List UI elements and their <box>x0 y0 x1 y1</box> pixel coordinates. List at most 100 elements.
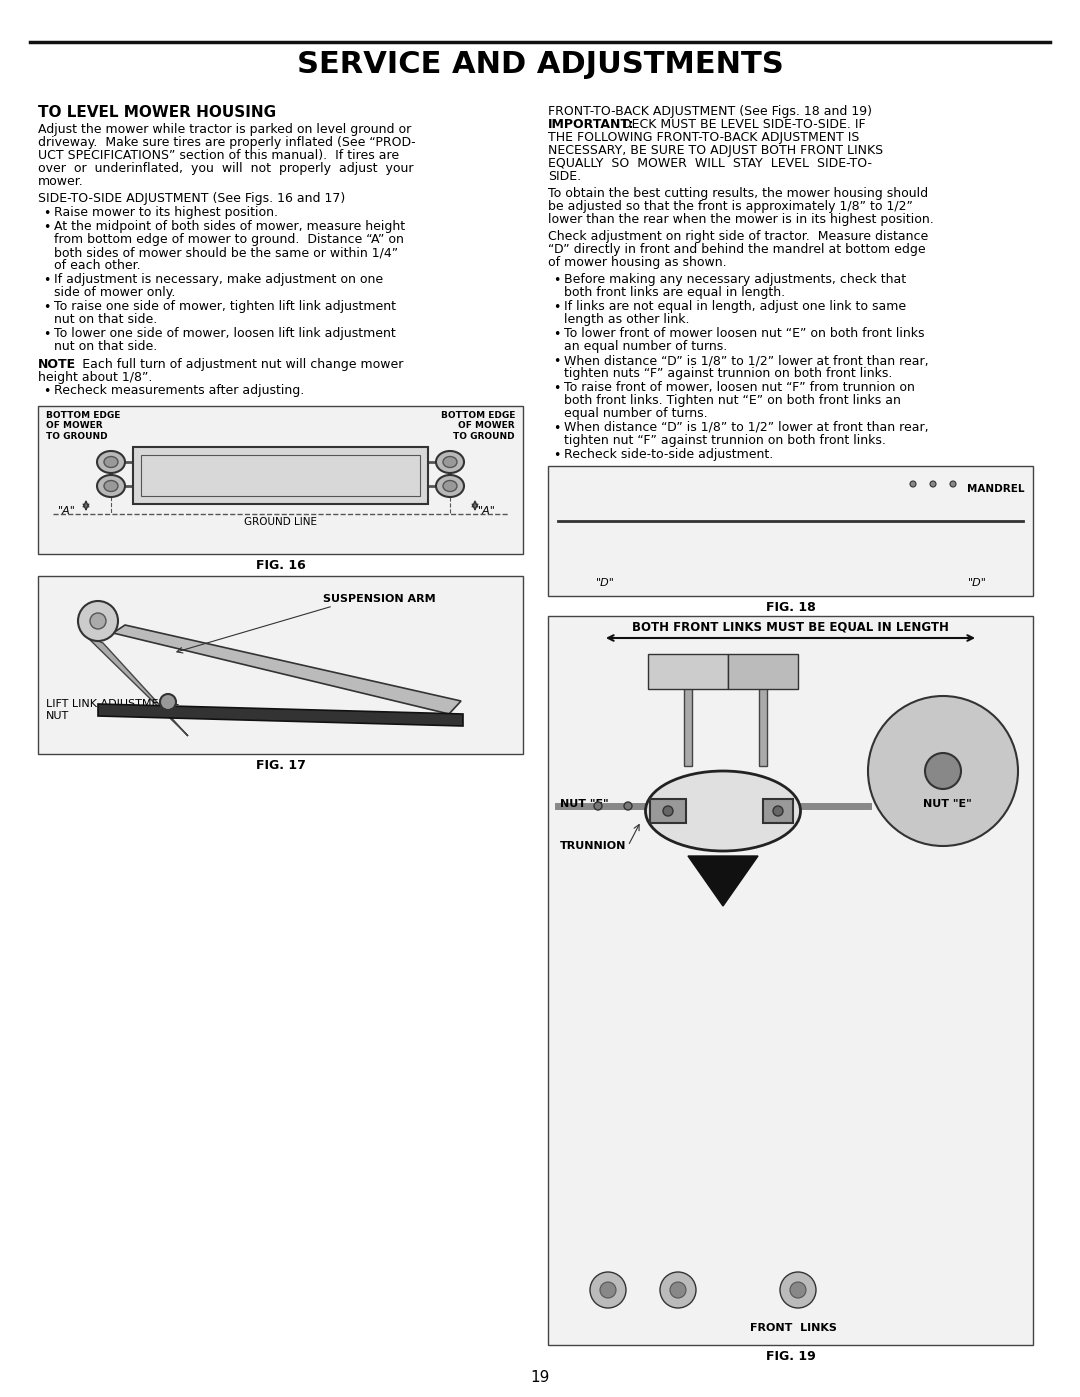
Text: When distance “D” is 1/8” to 1/2” lower at front than rear,: When distance “D” is 1/8” to 1/2” lower … <box>564 353 929 367</box>
Circle shape <box>590 1273 626 1308</box>
Text: To raise one side of mower, tighten lift link adjustment: To raise one side of mower, tighten lift… <box>54 300 396 313</box>
Text: an equal number of turns.: an equal number of turns. <box>564 339 727 353</box>
Ellipse shape <box>104 481 118 492</box>
Bar <box>548 467 1032 597</box>
Text: both sides of mower should be the same or within 1/4”: both sides of mower should be the same o… <box>54 246 399 258</box>
Text: height about 1/8”.: height about 1/8”. <box>38 372 152 384</box>
Text: Recheck measurements after adjusting.: Recheck measurements after adjusting. <box>54 384 305 397</box>
Text: Raise mower to its highest position.: Raise mower to its highest position. <box>54 205 278 219</box>
Bar <box>650 799 686 823</box>
Circle shape <box>663 806 673 816</box>
Text: If adjustment is necessary, make adjustment on one: If adjustment is necessary, make adjustm… <box>54 272 383 286</box>
Text: over  or  underinflated,  you  will  not  properly  adjust  your: over or underinflated, you will not prop… <box>38 162 414 175</box>
Text: GROUND LINE: GROUND LINE <box>244 517 318 527</box>
Circle shape <box>660 1273 696 1308</box>
Text: length as other link.: length as other link. <box>564 313 689 326</box>
Circle shape <box>789 1282 806 1298</box>
Text: "D": "D" <box>596 578 615 588</box>
Circle shape <box>90 613 106 629</box>
Text: "A": "A" <box>478 506 496 515</box>
Text: FRONT-TO-BACK ADJUSTMENT (See Figs. 18 and 19): FRONT-TO-BACK ADJUSTMENT (See Figs. 18 a… <box>548 105 872 117</box>
Text: lower than the rear when the mower is in its highest position.: lower than the rear when the mower is in… <box>548 212 934 226</box>
Text: FIG. 18: FIG. 18 <box>766 601 815 615</box>
Text: driveway.  Make sure tires are properly inflated (See “PROD-: driveway. Make sure tires are properly i… <box>38 136 416 149</box>
Text: FIG. 17: FIG. 17 <box>256 759 306 773</box>
Text: To lower front of mower loosen nut “E” on both front links: To lower front of mower loosen nut “E” o… <box>564 327 924 339</box>
Text: When distance “D” is 1/8” to 1/2” lower at front than rear,: When distance “D” is 1/8” to 1/2” lower … <box>564 420 929 434</box>
Text: NECESSARY, BE SURE TO ADJUST BOTH FRONT LINKS: NECESSARY, BE SURE TO ADJUST BOTH FRONT … <box>548 144 883 156</box>
Text: LIFT LINK ADJUSTMENT–: LIFT LINK ADJUSTMENT– <box>46 698 179 710</box>
Text: FIG. 16: FIG. 16 <box>256 559 306 571</box>
Text: To obtain the best cutting results, the mower housing should: To obtain the best cutting results, the … <box>548 187 928 200</box>
Ellipse shape <box>436 451 464 474</box>
Text: DECK MUST BE LEVEL SIDE-TO-SIDE. IF: DECK MUST BE LEVEL SIDE-TO-SIDE. IF <box>615 117 866 131</box>
Text: TO LEVEL MOWER HOUSING: TO LEVEL MOWER HOUSING <box>38 105 276 120</box>
Circle shape <box>78 601 118 641</box>
Text: •: • <box>43 328 51 341</box>
Text: •: • <box>43 386 51 398</box>
Text: mower.: mower. <box>38 175 84 189</box>
Text: equal number of turns.: equal number of turns. <box>564 407 707 420</box>
Circle shape <box>773 806 783 816</box>
Text: •: • <box>43 274 51 286</box>
Text: SERVICE AND ADJUSTMENTS: SERVICE AND ADJUSTMENTS <box>297 50 783 80</box>
Text: At the midpoint of both sides of mower, measure height: At the midpoint of both sides of mower, … <box>54 219 405 233</box>
Text: SUSPENSION ARM: SUSPENSION ARM <box>323 594 435 604</box>
Text: Recheck side-to-side adjustment.: Recheck side-to-side adjustment. <box>564 448 773 461</box>
Text: THE FOLLOWING FRONT-TO-BACK ADJUSTMENT IS: THE FOLLOWING FRONT-TO-BACK ADJUSTMENT I… <box>548 131 860 144</box>
Bar <box>759 686 767 766</box>
Text: BOTH FRONT LINKS MUST BE EQUAL IN LENGTH: BOTH FRONT LINKS MUST BE EQUAL IN LENGTH <box>632 622 949 634</box>
Text: nut on that side.: nut on that side. <box>54 313 158 326</box>
Text: UCT SPECIFICATIONS” section of this manual).  If tires are: UCT SPECIFICATIONS” section of this manu… <box>38 149 400 162</box>
Circle shape <box>910 481 916 488</box>
Text: SIDE.: SIDE. <box>548 170 581 183</box>
Circle shape <box>930 481 936 488</box>
Circle shape <box>670 1282 686 1298</box>
Text: Before making any necessary adjustments, check that: Before making any necessary adjustments,… <box>564 272 906 286</box>
Text: BOTTOM EDGE
OF MOWER
TO GROUND: BOTTOM EDGE OF MOWER TO GROUND <box>441 411 515 441</box>
Text: "A": "A" <box>58 506 76 515</box>
Text: Check adjustment on right side of tractor.  Measure distance: Check adjustment on right side of tracto… <box>548 231 928 243</box>
Text: NOTE: NOTE <box>38 358 76 372</box>
Circle shape <box>594 802 602 810</box>
Polygon shape <box>688 856 758 907</box>
Text: •: • <box>553 355 561 367</box>
Text: “D” directly in front and behind the mandrel at bottom edge: “D” directly in front and behind the man… <box>548 243 926 256</box>
Text: •: • <box>553 274 561 286</box>
Text: tighten nut “F” against trunnion on both front links.: tighten nut “F” against trunnion on both… <box>564 434 886 447</box>
Text: •: • <box>553 381 561 395</box>
Circle shape <box>868 696 1018 847</box>
Text: FIG. 19: FIG. 19 <box>766 1350 815 1363</box>
Text: MANDREL: MANDREL <box>968 483 1025 495</box>
Ellipse shape <box>443 457 457 468</box>
Text: be adjusted so that the front is approximately 1/8” to 1/2”: be adjusted so that the front is approxi… <box>548 200 913 212</box>
Text: both front links are equal in length.: both front links are equal in length. <box>564 286 785 299</box>
Text: •: • <box>553 328 561 341</box>
Text: of each other.: of each other. <box>54 258 140 272</box>
Polygon shape <box>98 704 463 726</box>
Text: FRONT  LINKS: FRONT LINKS <box>751 1323 837 1333</box>
Text: NUT "E": NUT "E" <box>923 799 972 809</box>
Bar <box>38 407 523 555</box>
Text: tighten nuts “F” against trunnion on both front links.: tighten nuts “F” against trunnion on bot… <box>564 367 892 380</box>
Circle shape <box>160 694 176 710</box>
Text: nut on that side.: nut on that side. <box>54 339 158 353</box>
Text: of mower housing as shown.: of mower housing as shown. <box>548 256 727 270</box>
Text: EQUALLY  SO  MOWER  WILL  STAY  LEVEL  SIDE-TO-: EQUALLY SO MOWER WILL STAY LEVEL SIDE-TO… <box>548 156 872 170</box>
Ellipse shape <box>436 475 464 497</box>
Ellipse shape <box>443 481 457 492</box>
Ellipse shape <box>97 451 125 474</box>
Circle shape <box>924 753 961 789</box>
Text: Adjust the mower while tractor is parked on level ground or: Adjust the mower while tractor is parked… <box>38 123 411 136</box>
Text: NUT: NUT <box>46 711 69 721</box>
Bar <box>762 799 793 823</box>
Polygon shape <box>86 636 188 736</box>
Text: BOTTOM EDGE
OF MOWER
TO GROUND: BOTTOM EDGE OF MOWER TO GROUND <box>46 411 120 441</box>
Text: NUT "F": NUT "F" <box>561 799 609 809</box>
Text: TRUNNION: TRUNNION <box>561 841 626 851</box>
Ellipse shape <box>646 771 800 851</box>
Circle shape <box>624 802 632 810</box>
Polygon shape <box>113 624 461 714</box>
Circle shape <box>600 1282 616 1298</box>
Ellipse shape <box>104 457 118 468</box>
